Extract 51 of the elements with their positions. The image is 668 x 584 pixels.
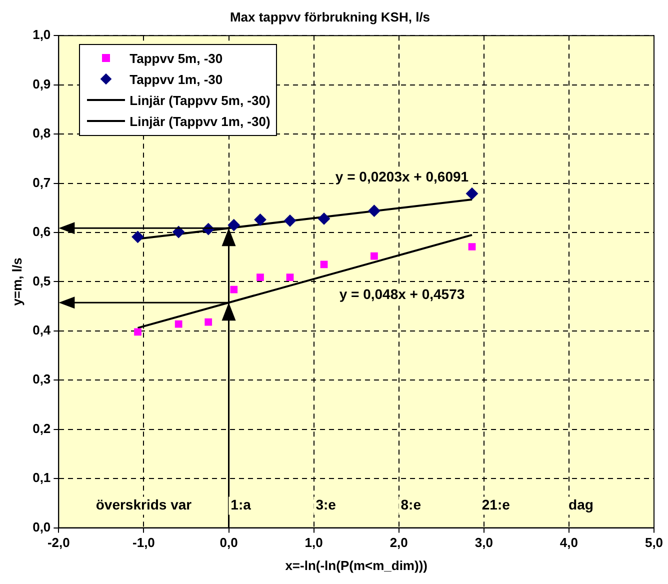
y-tick-label: 1,0 <box>32 27 51 42</box>
x-tick-label: 3,0 <box>474 535 493 550</box>
y-tick-label: 0,8 <box>32 126 51 141</box>
annotation: 21:e <box>482 496 510 513</box>
x-axis-title: x=-ln(-ln(P(m<m_dim))) <box>285 558 428 573</box>
point <box>370 252 378 260</box>
annotation: dag <box>568 496 594 513</box>
point <box>318 212 330 225</box>
x-tick-label: 2,0 <box>390 535 408 550</box>
point <box>230 286 238 294</box>
point <box>468 243 476 250</box>
annotation: 8:e <box>400 496 422 513</box>
point <box>286 274 294 281</box>
legend-label: Linjär (Tappvv 1m, -30) <box>130 114 270 129</box>
point <box>368 204 380 217</box>
point <box>174 320 182 328</box>
point <box>228 219 240 232</box>
x-tick-label: 1,0 <box>304 535 323 550</box>
y-tick-label: 0,1 <box>32 470 51 486</box>
y-tick-label: 0,3 <box>32 372 51 387</box>
point <box>132 230 144 243</box>
y-tick-label: 0,6 <box>32 224 51 240</box>
annotation: överskrids var <box>96 496 192 513</box>
y-tick-label: 0,0 <box>32 519 51 534</box>
y-axis-title: y=m, l/s <box>9 258 24 306</box>
y-tick-label: 0,7 <box>32 174 51 190</box>
legend-label: Linjär (Tappvv 5m, -30) <box>130 92 270 108</box>
x-tick-label: 0,0 <box>220 535 238 550</box>
point <box>320 260 328 268</box>
chart-title: Max tappvv förbrukning KSH, l/s <box>230 9 430 24</box>
x-tick-label: 5,0 <box>644 535 664 550</box>
x-tick-label: -1,0 <box>132 535 155 550</box>
point <box>284 214 296 227</box>
legend-label: Tappvv 5m, -30 <box>130 50 223 66</box>
point <box>204 318 212 326</box>
y-tick-label: 0,4 <box>32 322 52 338</box>
legend-label: Tappvv 1m, -30 <box>130 72 223 87</box>
annotation: y = 0,048x + 0,4573 <box>339 286 465 302</box>
point <box>256 274 264 281</box>
y-tick-label: 0,5 <box>32 273 51 288</box>
x-tick-label: -2,0 <box>47 535 70 550</box>
point <box>466 188 478 200</box>
point <box>134 328 142 336</box>
annotation: 1:a <box>230 496 252 513</box>
y-tick-label: 0,9 <box>32 76 51 92</box>
y-tick-label: 0,2 <box>32 420 51 436</box>
annotation: y = 0,0203x + 0,6091 <box>335 168 469 184</box>
point <box>172 226 185 238</box>
annotation: 3:e <box>316 496 336 513</box>
x-tick-label: 4,0 <box>560 535 578 550</box>
point <box>254 214 266 226</box>
